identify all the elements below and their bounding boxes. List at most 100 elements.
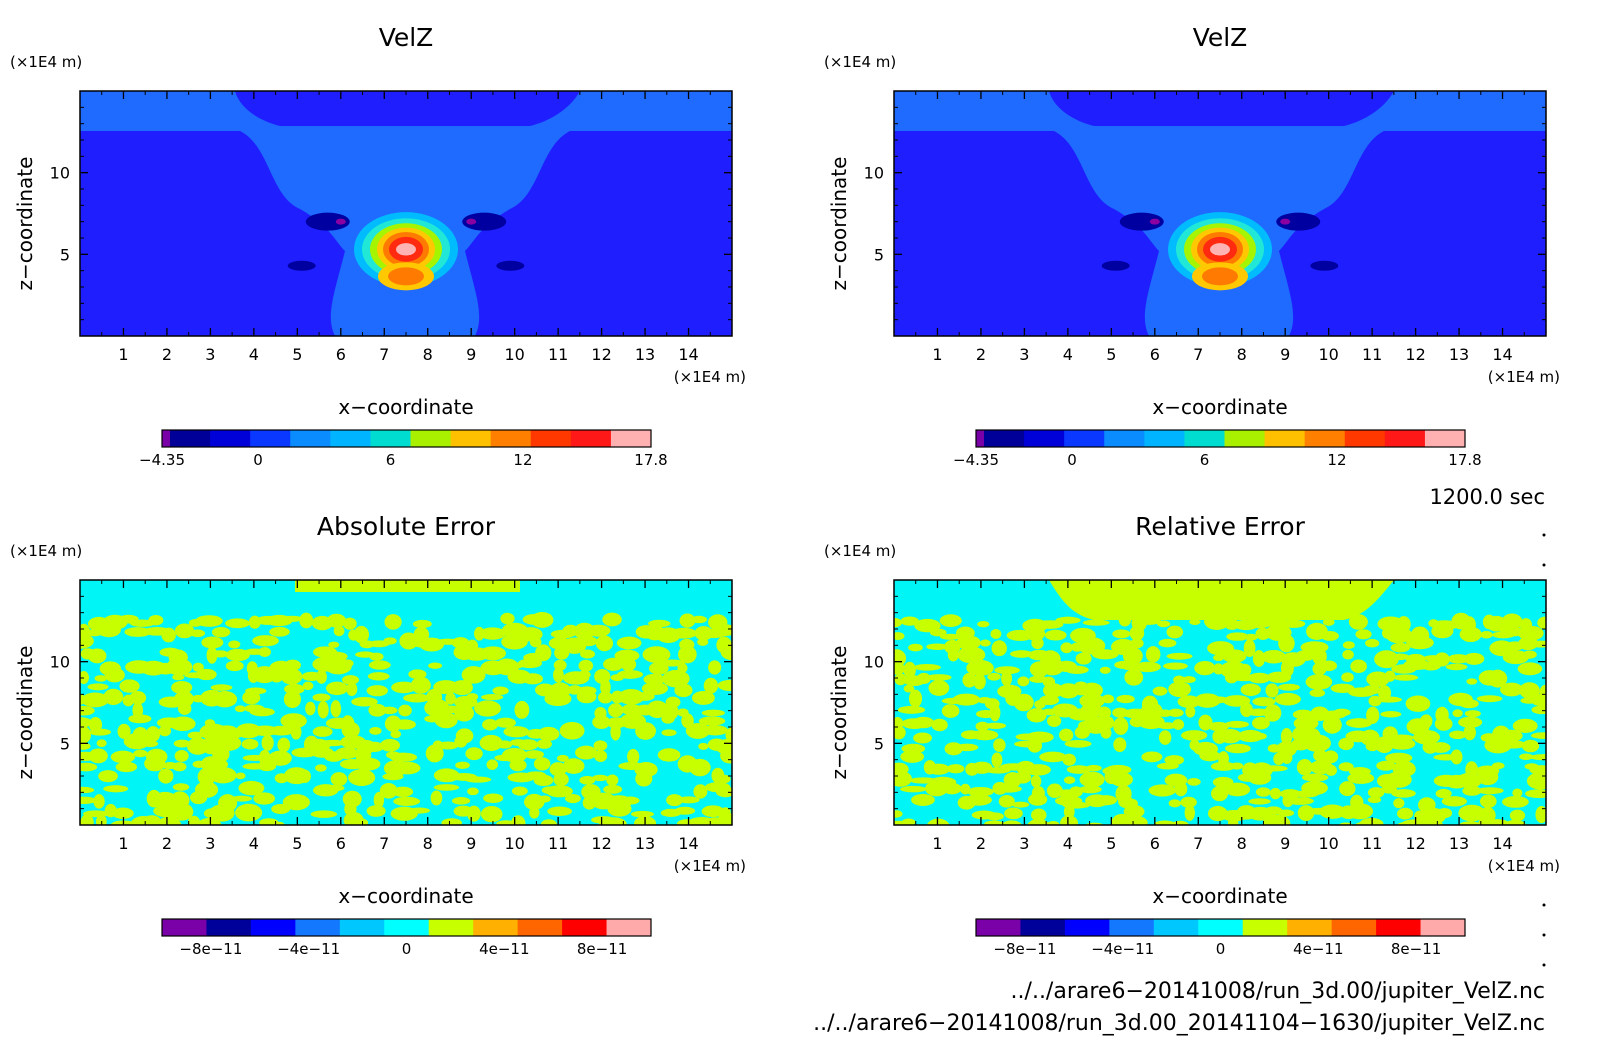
- downdraft-lobe: [305, 212, 350, 231]
- colorbar-swatch: [370, 430, 411, 447]
- error-blob: [511, 786, 528, 796]
- error-blob: [1153, 820, 1177, 825]
- error-blob: [97, 622, 121, 638]
- error-blob: [1486, 615, 1507, 632]
- x-tick-label: 12: [591, 834, 611, 853]
- error-blob: [894, 725, 906, 740]
- error-blob: [379, 783, 398, 799]
- error-blob: [312, 693, 331, 702]
- error-blob: [103, 785, 129, 793]
- x-tick-label: 2: [162, 834, 172, 853]
- error-blob: [212, 690, 238, 708]
- error-blob: [1031, 637, 1044, 650]
- error-blob: [725, 824, 732, 825]
- error-blob: [1376, 760, 1396, 771]
- error-blob: [330, 700, 342, 718]
- colorbar-swatch: [1376, 919, 1422, 936]
- error-blob: [206, 646, 218, 664]
- error-blob: [353, 625, 370, 644]
- error-blob: [1281, 751, 1293, 764]
- x-tick-label: 11: [1362, 345, 1382, 364]
- colorbar-swatch: [530, 430, 572, 447]
- y-tick-label: 5: [874, 245, 884, 264]
- colorbar-label: 8e−11: [577, 940, 627, 958]
- error-blob: [661, 714, 675, 724]
- error-blob: [268, 665, 285, 683]
- error-blob: [305, 701, 316, 716]
- colorbar-swatch: [1344, 430, 1386, 447]
- error-blob: [396, 829, 415, 839]
- error-blob: [1396, 807, 1414, 820]
- error-blob: [603, 784, 623, 794]
- error-blob: [1129, 625, 1145, 641]
- y-tick-label: 10: [50, 164, 70, 183]
- error-blob: [1094, 795, 1118, 806]
- downdraft-lobe: [1310, 260, 1339, 271]
- error-blob: [524, 750, 544, 759]
- error-blob: [1500, 682, 1524, 697]
- error-blob: [235, 803, 263, 822]
- error-blob: [1502, 796, 1529, 808]
- error-blob: [1017, 676, 1030, 687]
- error-blob: [1477, 768, 1499, 786]
- error-blob: [1319, 804, 1346, 819]
- error-blob: [1463, 724, 1476, 741]
- x-tick-label: 10: [504, 834, 524, 853]
- error-blob: [549, 762, 567, 777]
- error-blob: [522, 673, 543, 685]
- colorbar-frame: [161, 429, 652, 448]
- colorbar-swatch: [384, 919, 430, 936]
- error-blob: [395, 761, 421, 775]
- error-blob: [1028, 793, 1048, 806]
- error-blob: [369, 727, 382, 735]
- error-blob: [529, 806, 540, 819]
- error-blob: [1248, 798, 1271, 805]
- x-tick-label: 14: [678, 834, 698, 853]
- error-blob: [1463, 652, 1485, 665]
- colorbar-swatch: [1287, 919, 1333, 936]
- error-blob: [103, 688, 124, 706]
- error-blob: [1445, 663, 1468, 671]
- x-tick-label: 3: [1019, 345, 1029, 364]
- error-blob: [1261, 765, 1288, 772]
- error-blob: [225, 648, 250, 662]
- error-blob: [1224, 782, 1251, 797]
- error-blob: [691, 615, 707, 624]
- colorbar-label: 4e−11: [1293, 940, 1343, 958]
- error-blob: [900, 785, 927, 793]
- colorbar: −4.35 0 6 12 17.8: [139, 429, 668, 469]
- colorbar-label: −4.35: [953, 451, 999, 469]
- error-blob: [698, 742, 709, 750]
- error-blob: [348, 769, 376, 787]
- error-blob: [480, 805, 503, 823]
- error-blob: [328, 641, 340, 648]
- error-blob: [466, 693, 479, 701]
- error-blob: [894, 632, 905, 641]
- error-blob: [971, 729, 999, 741]
- error-blob: [1466, 678, 1478, 685]
- colorbar-swatch: [1331, 919, 1377, 936]
- error-blob: [1266, 671, 1292, 683]
- error-blob: [80, 762, 98, 772]
- x-tick-label: 5: [1106, 834, 1116, 853]
- x-tick-label: 11: [1362, 834, 1382, 853]
- colorbar-swatch: [976, 430, 984, 447]
- error-blob: [994, 666, 1020, 675]
- error-blob: [725, 727, 732, 743]
- error-blob: [323, 784, 345, 792]
- colorbar-swatch: [428, 919, 474, 936]
- error-blob: [1075, 652, 1092, 665]
- error-blob: [927, 763, 950, 775]
- colorbar-label: −4e−11: [1091, 940, 1154, 958]
- error-blob: [679, 613, 696, 628]
- downdraft-core: [466, 218, 477, 225]
- error-blob: [88, 748, 108, 764]
- error-blob: [1360, 729, 1380, 746]
- error-blob: [1155, 709, 1173, 717]
- error-blob: [967, 786, 994, 797]
- x-tick-label: 8: [1237, 345, 1247, 364]
- error-blob: [1001, 670, 1013, 687]
- x-tick-label: 2: [162, 345, 172, 364]
